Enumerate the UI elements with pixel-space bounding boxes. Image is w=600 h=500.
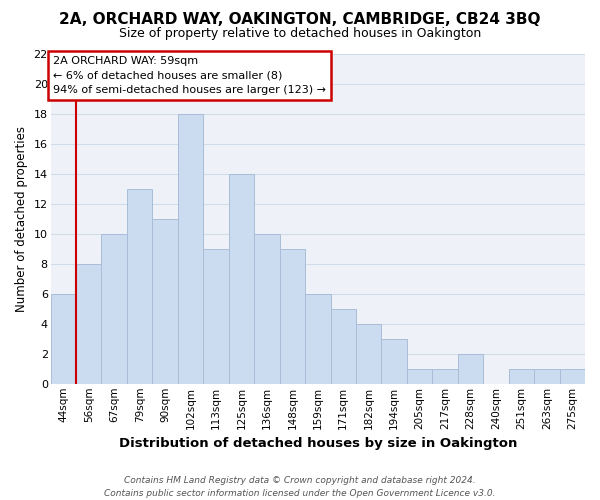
Text: 2A ORCHARD WAY: 59sqm
← 6% of detached houses are smaller (8)
94% of semi-detach: 2A ORCHARD WAY: 59sqm ← 6% of detached h…	[53, 56, 326, 95]
Bar	[534, 369, 560, 384]
X-axis label: Distribution of detached houses by size in Oakington: Distribution of detached houses by size …	[119, 437, 517, 450]
Bar	[458, 354, 483, 384]
Bar	[331, 309, 356, 384]
Bar	[280, 249, 305, 384]
Text: Contains HM Land Registry data © Crown copyright and database right 2024.
Contai: Contains HM Land Registry data © Crown c…	[104, 476, 496, 498]
Bar	[152, 219, 178, 384]
Bar	[203, 249, 229, 384]
Bar	[178, 114, 203, 384]
Bar	[229, 174, 254, 384]
Bar	[254, 234, 280, 384]
Bar	[50, 294, 76, 384]
Text: Size of property relative to detached houses in Oakington: Size of property relative to detached ho…	[119, 28, 481, 40]
Text: 2A, ORCHARD WAY, OAKINGTON, CAMBRIDGE, CB24 3BQ: 2A, ORCHARD WAY, OAKINGTON, CAMBRIDGE, C…	[59, 12, 541, 28]
Bar	[407, 369, 433, 384]
Bar	[101, 234, 127, 384]
Bar	[76, 264, 101, 384]
Bar	[509, 369, 534, 384]
Y-axis label: Number of detached properties: Number of detached properties	[15, 126, 28, 312]
Bar	[305, 294, 331, 384]
Bar	[127, 189, 152, 384]
Bar	[356, 324, 382, 384]
Bar	[433, 369, 458, 384]
Bar	[382, 339, 407, 384]
Bar	[560, 369, 585, 384]
